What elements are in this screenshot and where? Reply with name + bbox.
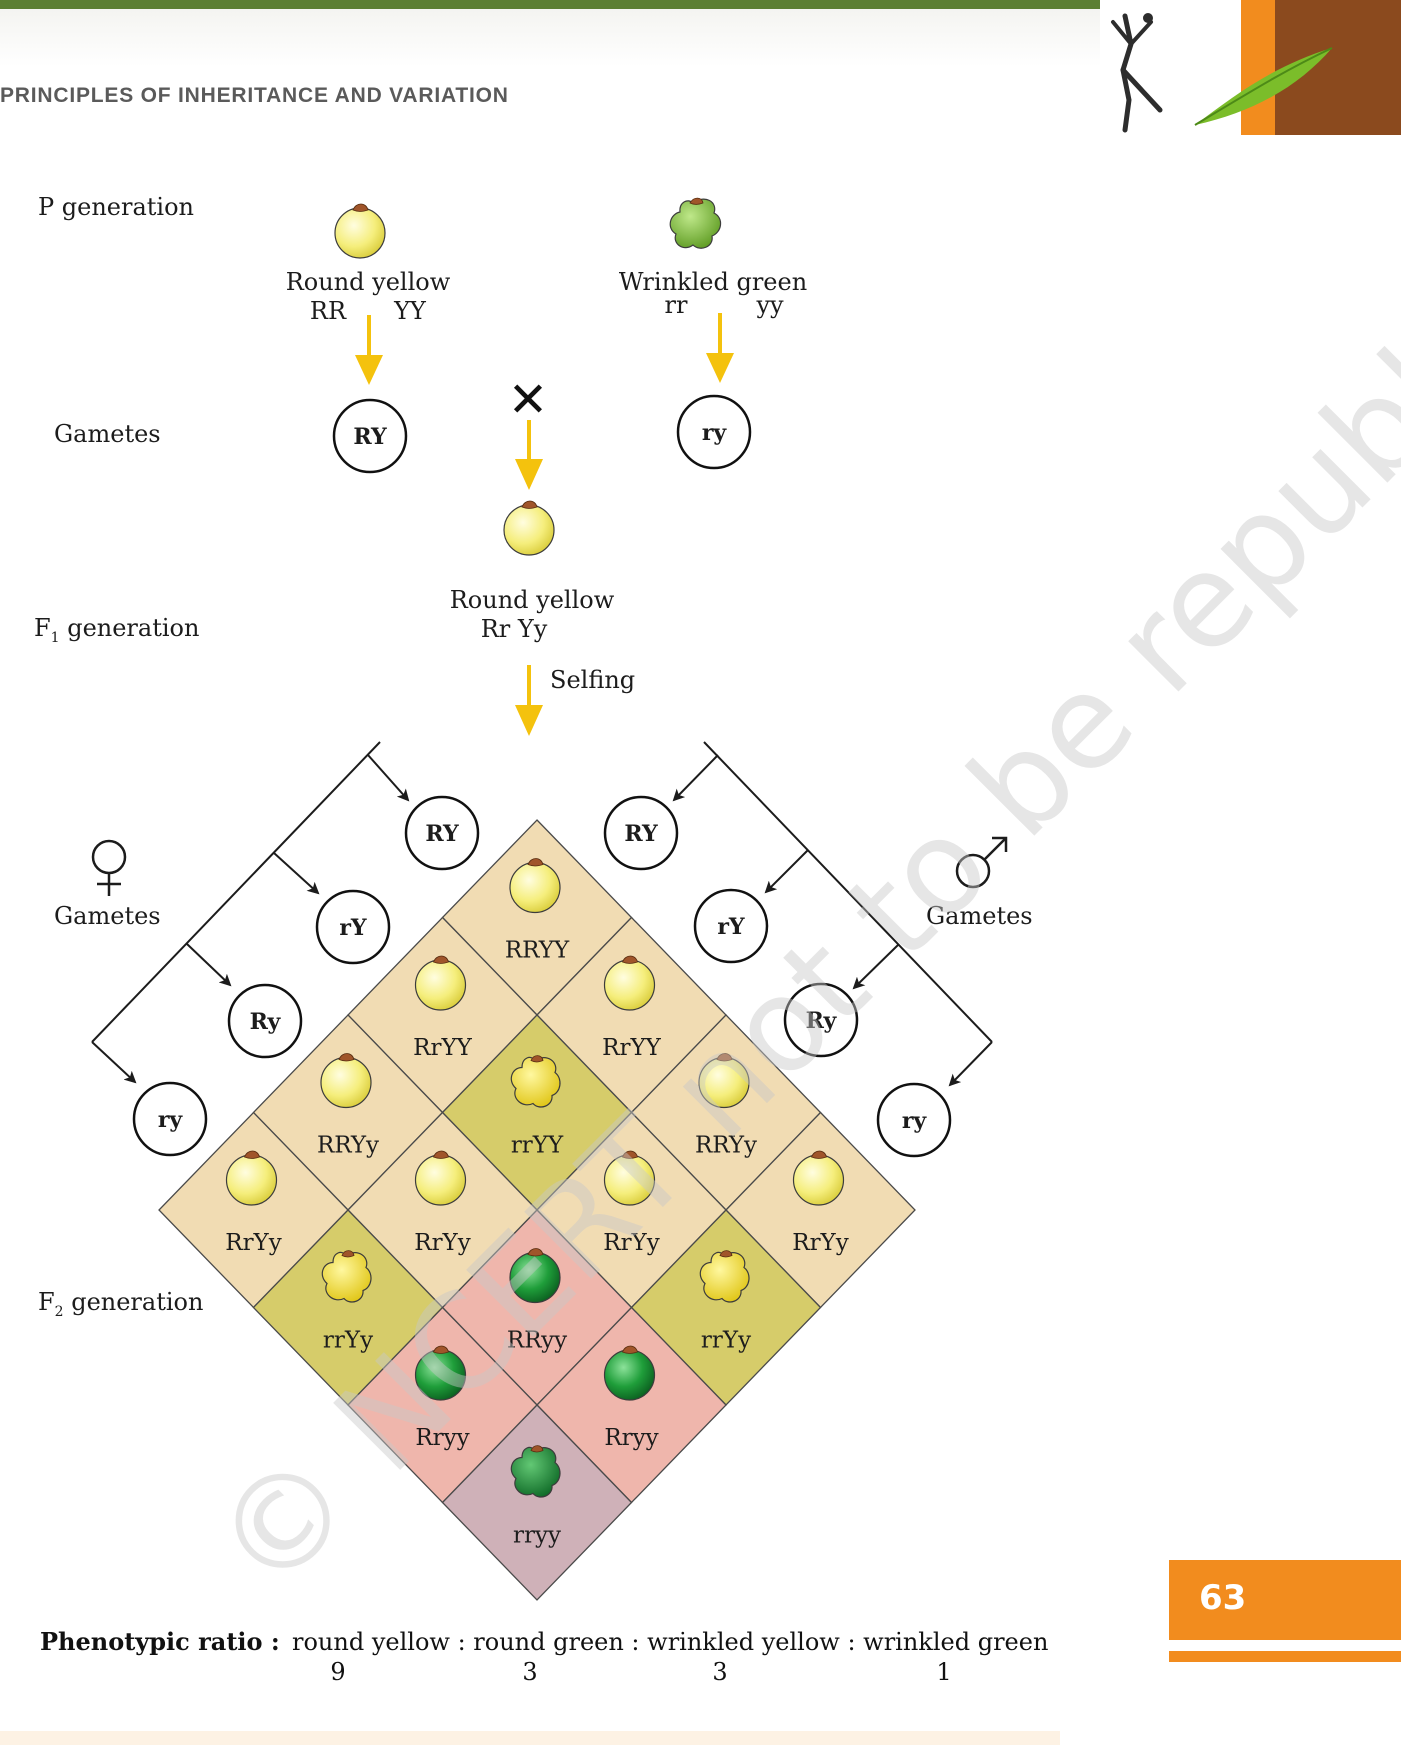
round-yellow-seed-icon [225, 1154, 278, 1206]
parent-left-phenotype: Round yellow [286, 268, 451, 296]
svg-text:RY: RY [624, 821, 658, 847]
logo-orange-strip [1241, 0, 1275, 135]
svg-text:rY: rY [339, 915, 367, 941]
page-number-underline [1169, 1651, 1401, 1662]
female-symbol-icon [91, 839, 127, 896]
punnett-cell-genotype: RRYy [695, 1133, 757, 1159]
wrinkled-green-seed-icon [510, 1446, 561, 1498]
watermark: © NCERT not to be republished [184, 75, 1401, 1622]
male-gametes-label: Gametes [926, 902, 1033, 930]
wrinkled-green-seed-icon [669, 198, 722, 249]
gamete-parent-left: RY [332, 398, 408, 474]
gamete-circle: ry [132, 1081, 208, 1157]
punnett-square: RRYY RrYY RrYY RRYy rrYY RRYy RrYy RrYy RrYy RrYy… [158, 819, 916, 1601]
punnett-cell-genotype: Rryy [604, 1425, 658, 1451]
p-generation-label: P generation [38, 193, 194, 221]
round-yellow-seed-icon [503, 504, 555, 556]
round-yellow-seed-icon [509, 861, 561, 914]
yellow-arrows [355, 313, 734, 736]
gamete-circle: rY [693, 888, 769, 964]
punnett-cell-genotype: rrYy [323, 1328, 373, 1354]
gamete-circle: Ry [783, 982, 859, 1058]
round-yellow-seed-icon [792, 1154, 845, 1206]
f1-generation-label: F1 generation [34, 614, 199, 646]
gamete-circle: Ry [227, 983, 303, 1059]
punnett-cell: rryy [441, 1404, 633, 1601]
parent-right-allele-2: yy [755, 291, 784, 319]
ratio-text: round yellow : round green : wrinkled ye… [292, 1628, 1048, 1656]
punnett-cell-genotype: RRYY [505, 938, 570, 964]
punnett-cell-genotype: RrYy [414, 1230, 471, 1256]
svg-text:Ry: Ry [250, 1009, 282, 1035]
punnett-cell-genotype: RrYy [603, 1230, 660, 1256]
section-title: PRINCIPLES OF INHERITANCE AND VARIATION [0, 84, 509, 107]
punnett-cell-genotype: RrYY [413, 1035, 472, 1061]
footer-band [0, 1731, 1060, 1745]
punnett-cell-genotype: RrYy [792, 1230, 849, 1256]
parent-wrinkled-green: Wrinkled green rr yy [619, 197, 807, 319]
female-gametes-label: Gametes [54, 902, 161, 930]
parent-right-allele-1: rr [665, 291, 688, 319]
svg-text:ry: ry [902, 1108, 928, 1134]
gamete-circle: RY [404, 795, 480, 871]
gamete-circle: RY [603, 795, 679, 871]
ratio-value-round-green: 3 [522, 1658, 537, 1686]
ratio-value-round-yellow: 9 [330, 1658, 345, 1686]
punnett-cell-genotype: RrYy [225, 1230, 282, 1256]
ratio-value-wrinkled-green: 1 [936, 1658, 951, 1686]
selfing-label: Selfing [550, 666, 635, 694]
male-symbol-icon [955, 836, 1008, 889]
punnett-cell-genotype: rryy [513, 1523, 561, 1549]
gametes-label: Gametes [54, 420, 161, 448]
wrinkled-yellow-seed-icon [321, 1251, 372, 1303]
ratio-label: Phenotypic ratio : [40, 1627, 280, 1656]
round-yellow-seed-icon [320, 1056, 372, 1109]
f2-generation-label: F2 generation [38, 1288, 203, 1320]
ncert-logo [1085, 0, 1401, 135]
svg-text:RY: RY [353, 424, 387, 450]
ratio-value-wrinkled-yellow: 3 [712, 1658, 727, 1686]
round-yellow-seed-icon [414, 959, 467, 1011]
f1-phenotype: Round yellow [450, 586, 615, 614]
f1-offspring: Round yellow Rr Yy [450, 500, 615, 643]
punnett-cell-genotype: RRYy [317, 1133, 379, 1159]
wrinkled-yellow-seed-icon [699, 1251, 750, 1303]
parent-left-allele-2: YY [393, 297, 427, 325]
female-gametes: RY rY Ry ry [132, 795, 480, 1157]
wrinkled-yellow-seed-icon [510, 1056, 561, 1108]
parent-right-phenotype: Wrinkled green [619, 268, 807, 296]
round-green-seed-icon [603, 1349, 656, 1401]
punnett-cell-genotype: RrYY [602, 1035, 661, 1061]
svg-text:rY: rY [717, 914, 745, 940]
svg-text:RY: RY [425, 821, 459, 847]
round-yellow-seed-icon [334, 207, 386, 259]
female-gamete-branches [91, 741, 410, 1084]
punnett-cell-genotype: rrYY [511, 1133, 564, 1159]
svg-text:ry: ry [702, 420, 728, 446]
leaf-icon [1195, 48, 1332, 125]
page-number: 63 [1199, 1578, 1247, 1618]
gamete-circle: rY [315, 889, 391, 965]
round-yellow-seed-icon [414, 1154, 467, 1206]
cross-symbol: ✕ [508, 372, 548, 428]
round-yellow-seed-icon [603, 959, 656, 1011]
parent-round-yellow: Round yellow RR YY [286, 203, 451, 325]
punnett-cell-genotype: rrYy [701, 1328, 751, 1354]
punnett-cell-genotype: Rryy [415, 1425, 469, 1451]
page-number-box: 63 [1169, 1560, 1401, 1640]
male-gametes: RY rY Ry ry [603, 795, 952, 1158]
male-gamete-branches [672, 741, 993, 1087]
svg-text:Ry: Ry [806, 1008, 838, 1034]
f1-genotype: Rr Yy [481, 615, 548, 643]
gamete-parent-right: ry [676, 394, 752, 470]
parent-left-allele-1: RR [310, 297, 347, 325]
header-band [0, 9, 1100, 67]
gamete-circle: ry [876, 1082, 952, 1158]
header-green-bar [0, 0, 1100, 9]
punnett-cell-genotype: RRyy [507, 1328, 567, 1354]
svg-text:ry: ry [158, 1107, 184, 1133]
